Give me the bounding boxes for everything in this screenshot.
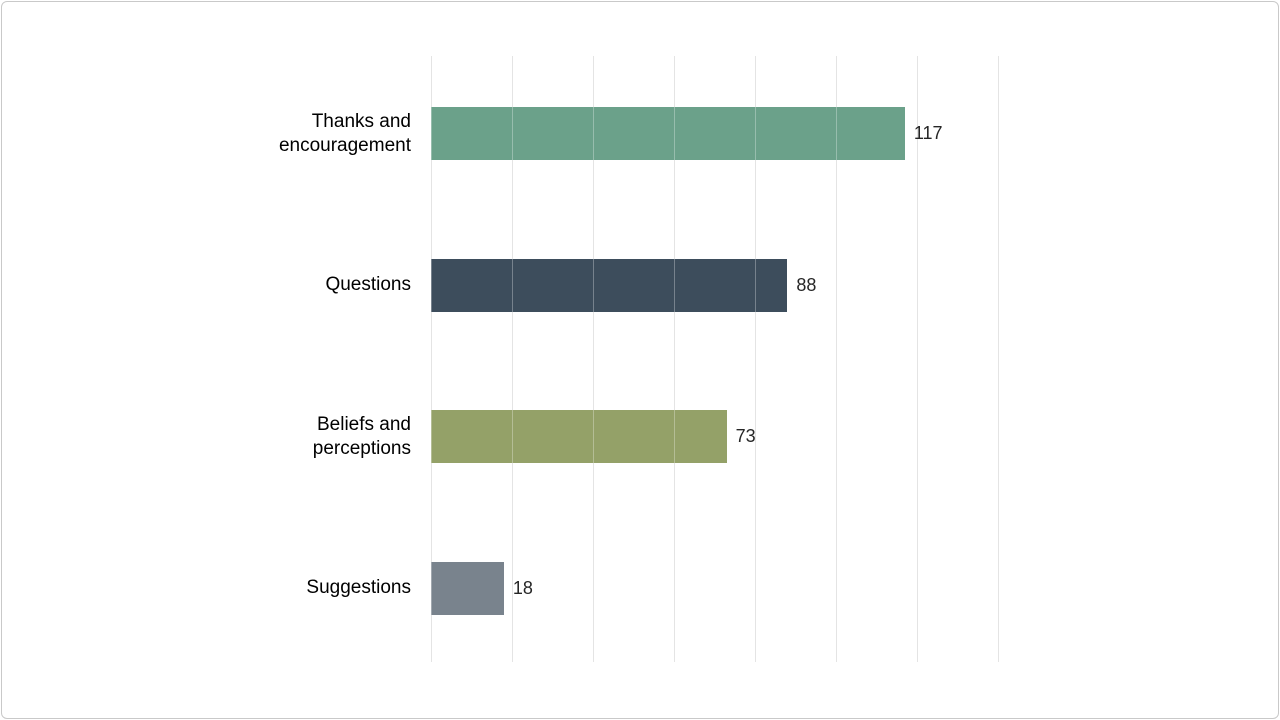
gridline-overlay — [917, 56, 918, 662]
gridline — [836, 56, 837, 662]
gridline-overlay — [431, 56, 432, 662]
gridline — [593, 56, 594, 662]
category-label: Questions — [325, 274, 411, 296]
gridline — [917, 56, 918, 662]
category-label: Suggestions — [306, 577, 411, 599]
gridline-overlay — [836, 56, 837, 662]
category-label: Thanks and encouragement — [278, 110, 411, 156]
bar — [431, 561, 504, 615]
gridline-overlay — [593, 56, 594, 662]
gridline — [755, 56, 756, 662]
gridline — [512, 56, 513, 662]
bar — [431, 258, 788, 312]
category-label: Beliefs and perceptions — [312, 413, 411, 459]
gridline — [431, 56, 432, 662]
gridline-overlay — [998, 56, 999, 662]
gridline-overlay — [674, 56, 675, 662]
data-label: 88 — [796, 274, 817, 295]
bar — [431, 410, 727, 464]
data-label: 73 — [735, 426, 756, 447]
gridline-overlay — [512, 56, 513, 662]
gridline — [674, 56, 675, 662]
bar — [431, 107, 905, 161]
data-label: 117 — [913, 123, 943, 144]
data-label: 18 — [512, 577, 533, 598]
gridline — [998, 56, 999, 662]
gridline-overlay — [755, 56, 756, 662]
